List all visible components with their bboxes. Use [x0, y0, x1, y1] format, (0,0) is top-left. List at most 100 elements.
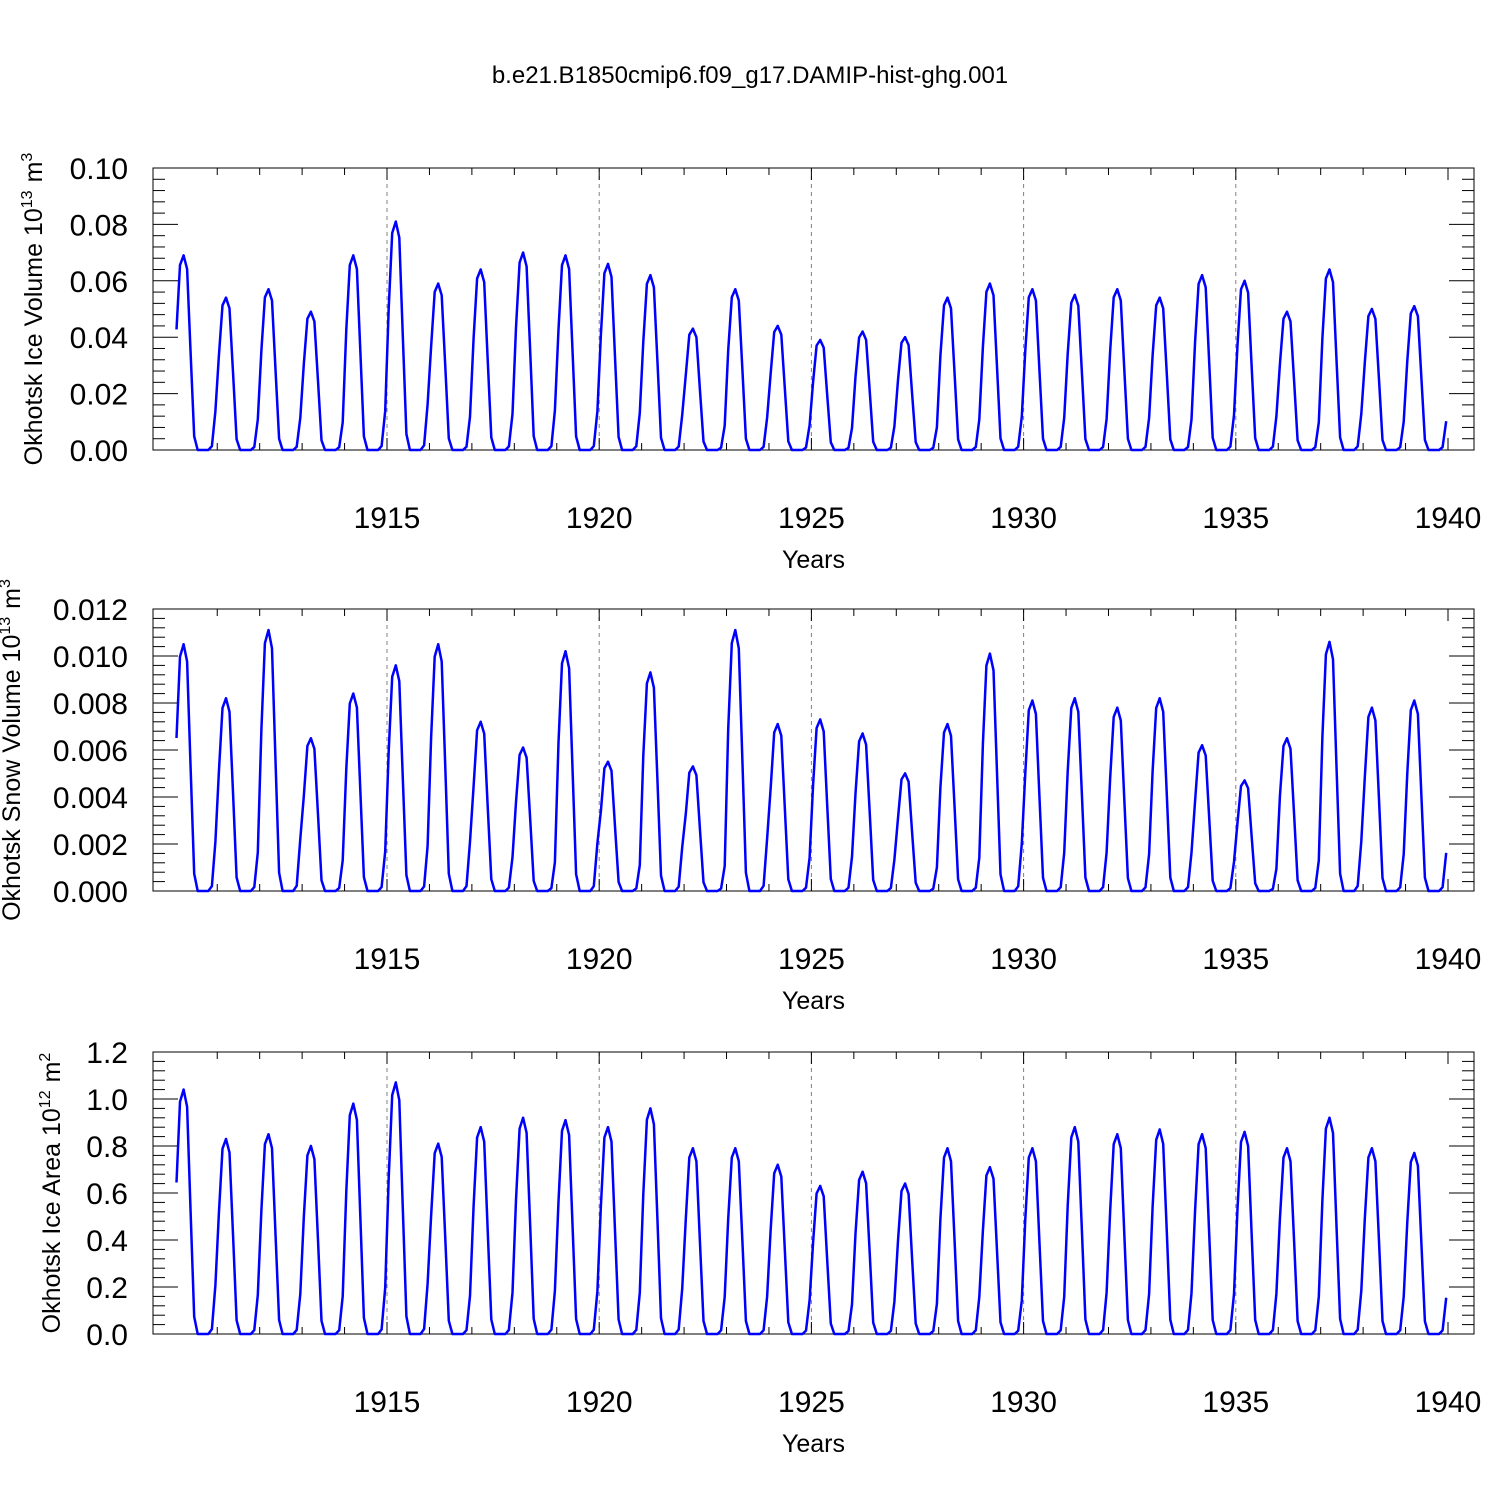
data-point-peak — [1328, 640, 1331, 644]
data-point-peak — [1243, 1130, 1246, 1134]
y-tick-label: 0.8 — [86, 1131, 128, 1164]
series-line — [175, 628, 1448, 893]
data-point-peak — [903, 336, 907, 339]
ice-area-panel: 1915 1920 1925 1930 1935 1940 0.0 0.2 0.4 0.6 0.8 1… — [37, 1037, 1481, 1458]
x-tick-label: 1940 — [1415, 502, 1482, 535]
plot-frame — [152, 167, 1475, 451]
data-point-peak — [182, 254, 185, 257]
data-point-peak — [649, 1107, 652, 1110]
data-point-peak — [734, 288, 737, 291]
data-point-peak — [182, 643, 185, 646]
data-point-peak — [1073, 1126, 1077, 1129]
data-point-peak — [861, 1170, 864, 1174]
data-point-peak — [1031, 288, 1034, 291]
data-point-peak — [1158, 296, 1161, 299]
data-point-peak — [1200, 1133, 1204, 1136]
data-point-peak — [691, 327, 695, 330]
y-axis-label-unit-exponent: 3 — [0, 579, 14, 588]
data-point-peak — [606, 760, 610, 763]
x-tick-label: 1925 — [778, 1386, 845, 1419]
x-tick-label: 1930 — [990, 1386, 1057, 1419]
data-point-peak — [988, 1166, 992, 1169]
x-tick-label: 1915 — [354, 1386, 421, 1419]
y-axis-label: Okhotsk Ice Volume 1013 m3 — [19, 153, 48, 466]
data-point-peak — [903, 772, 907, 775]
data-point-peak — [606, 262, 610, 266]
y-axis-label-exponent: 13 — [19, 190, 36, 208]
x-tick-label: 1940 — [1415, 1386, 1482, 1419]
y-axis-label-exponent: 13 — [0, 617, 14, 635]
data-point-peak — [946, 296, 949, 299]
data-point-peak — [861, 732, 864, 735]
y-axis-label-unit: m — [0, 588, 26, 609]
data-point-peak — [1200, 744, 1204, 747]
x-tick-label: 1935 — [1202, 502, 1269, 535]
ice-volume-panel: 1915 1920 1925 1930 1935 1940 0.00 0.02 0.04 0.06… — [19, 153, 1481, 574]
y-axis-label: Okhotsk Ice Area 1012 m2 — [37, 1053, 66, 1334]
data-point-peak — [606, 1126, 610, 1129]
x-tick-label: 1935 — [1202, 1386, 1269, 1419]
x-tick-label: 1930 — [990, 943, 1057, 976]
data-point-peak — [734, 1147, 737, 1150]
data-point-peak — [394, 1081, 397, 1084]
data-point-peak — [352, 1102, 355, 1105]
plot-frame — [152, 608, 1475, 892]
data-point-peak — [1243, 779, 1246, 782]
x-tick-label: 1920 — [566, 1386, 633, 1419]
data-point-peak — [224, 1137, 228, 1141]
data-point-peak — [1285, 737, 1289, 740]
y-tick-label: 0.00 — [70, 435, 128, 468]
y-tick-label: 0.008 — [53, 688, 128, 721]
data-point-peak — [1413, 699, 1416, 702]
x-tick-label: 1915 — [354, 943, 421, 976]
chart-title: b.e21.B1850cmip6.f09_g17.DAMIP-hist-ghg.… — [491, 62, 1009, 89]
y-tick-label: 0.002 — [53, 829, 128, 862]
y-tick-label: 0.000 — [53, 876, 128, 909]
data-point-peak — [1031, 699, 1034, 702]
data-point-peak — [309, 310, 313, 313]
data-point-peak — [564, 1119, 567, 1122]
data-point-peak — [819, 338, 822, 342]
data-point-peak — [903, 1182, 907, 1185]
data-point-peak — [564, 254, 567, 257]
y-tick-label: 0.006 — [53, 735, 128, 768]
data-point-peak — [437, 643, 440, 646]
data-point-peak — [521, 746, 525, 749]
data-point-peak — [224, 697, 228, 700]
data-point-peak — [394, 664, 397, 667]
data-point-peak — [819, 718, 822, 721]
y-tick-label: 0.004 — [53, 782, 128, 815]
data-point-peak — [521, 251, 525, 254]
y-tick-label: 0.012 — [53, 594, 128, 627]
data-point-peak — [946, 1147, 949, 1150]
x-tick-label: 1930 — [990, 502, 1057, 535]
data-point-peak — [521, 1116, 525, 1120]
y-tick-label: 0.08 — [70, 209, 128, 242]
y-tick-label: 0.0 — [86, 1319, 128, 1352]
series-line — [175, 1081, 1448, 1336]
y-axis-label-main: Okhotsk Ice Volume 10 — [20, 208, 48, 465]
data-point-peak — [946, 722, 949, 726]
data-point-peak — [437, 1142, 440, 1145]
data-point-peak — [1073, 293, 1077, 297]
y-tick-label: 1.0 — [86, 1084, 128, 1117]
data-point-peak — [479, 268, 482, 271]
data-point-peak — [352, 692, 355, 695]
data-point-peak — [691, 1147, 695, 1150]
data-point-peak — [691, 765, 695, 768]
data-point-peak — [267, 288, 270, 291]
y-axis-label: Okhotsk Snow Volume 1013 m3 — [0, 579, 26, 921]
data-point-peak — [1413, 1151, 1416, 1155]
data-point-peak — [1370, 706, 1374, 709]
x-axis-label: Years — [782, 1430, 845, 1458]
x-tick-label: 1920 — [566, 943, 633, 976]
data-point-peak — [479, 720, 482, 723]
data-point-peak — [1116, 706, 1119, 709]
snow-volume-panel: 1915 1920 1925 1930 1935 1940 0.000 0.002 0.004 0… — [0, 579, 1481, 1015]
data-point-peak — [309, 737, 313, 740]
data-point-peak — [1158, 1128, 1161, 1131]
data-point-peak — [1243, 279, 1246, 282]
data-point-peak — [352, 254, 355, 257]
data-point-peak — [776, 324, 779, 328]
